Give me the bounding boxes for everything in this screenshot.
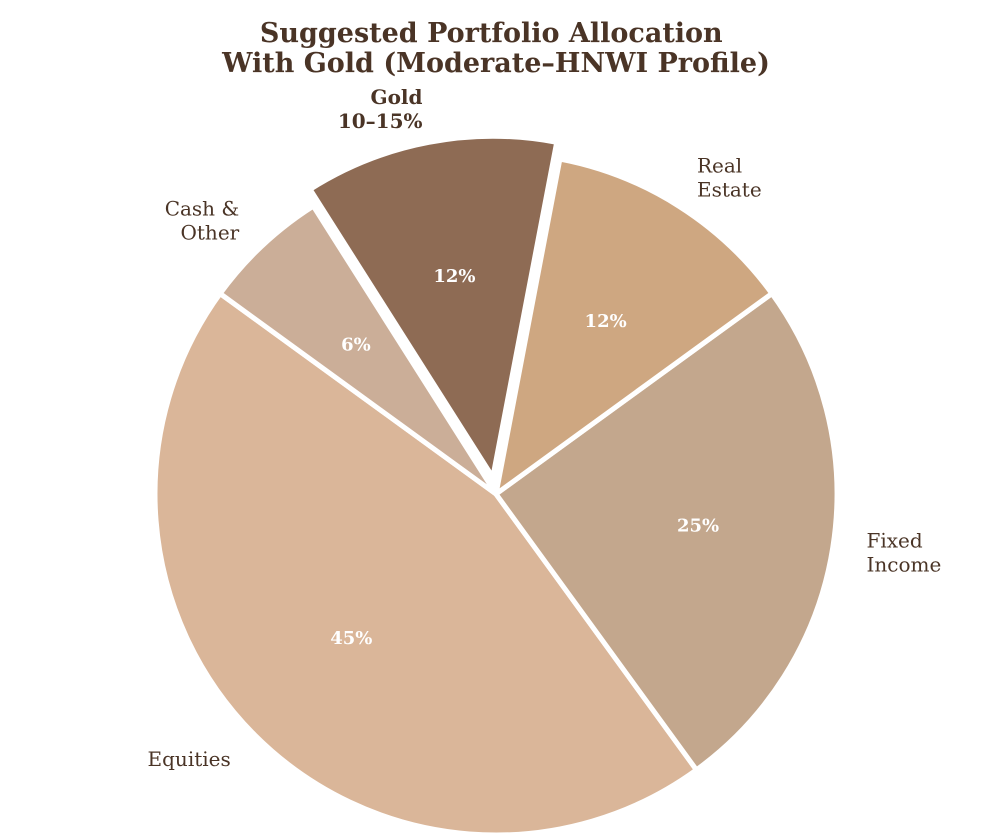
slice-value-label-fixed-income: 25%	[677, 516, 719, 537]
slice-category-label-real-estate: Real Estate	[697, 153, 762, 201]
slice-value-labels: 45% 25% 12% 12% 6%	[330, 266, 719, 649]
slice-category-label-fixed-income: Fixed Income	[866, 529, 941, 577]
slice-value-label-equities: 45%	[330, 628, 372, 649]
slice-category-label-cash-other: Cash & Other	[165, 197, 240, 245]
slice-value-label-cash-other: 6%	[341, 334, 371, 355]
pie-slice-equities	[152, 291, 699, 835]
slice-value-label-real-estate: 12%	[585, 311, 627, 332]
pie-slice-fixed-income	[493, 291, 840, 773]
slice-category-label-line: Real	[697, 153, 742, 177]
slice-category-labels: Equities Fixed Income Real Estate Gold 10–15% C…	[148, 85, 942, 771]
slice-category-label-line: Cash &	[165, 197, 240, 221]
chart-title: Suggested Portfolio Allocation With Gold…	[221, 18, 770, 79]
slice-category-label-line: Estate	[697, 177, 762, 201]
slice-category-label-line: Income	[866, 553, 941, 577]
slice-category-label-line: Other	[181, 221, 240, 245]
pie-slices	[152, 133, 840, 835]
slice-category-label-line: Gold	[371, 85, 423, 109]
slice-category-label-line: Fixed	[866, 529, 922, 553]
slice-category-label-equities: Equities	[148, 747, 231, 771]
pie-slice-gold-10-15	[307, 133, 560, 480]
slice-category-label-gold-10-15: Gold 10–15%	[338, 85, 423, 133]
slice-category-label-line: 10–15%	[338, 109, 423, 133]
slice-value-label-gold-10-15: 12%	[433, 266, 475, 287]
chart-title-line-2: With Gold (Moderate–HNWI Profile)	[221, 48, 770, 79]
pie-slice-cash-other	[217, 203, 499, 497]
slice-category-label-line: Equities	[148, 747, 231, 771]
pie-slice-real-estate	[493, 156, 775, 497]
chart-title-line-1: Suggested Portfolio Allocation	[260, 18, 723, 49]
